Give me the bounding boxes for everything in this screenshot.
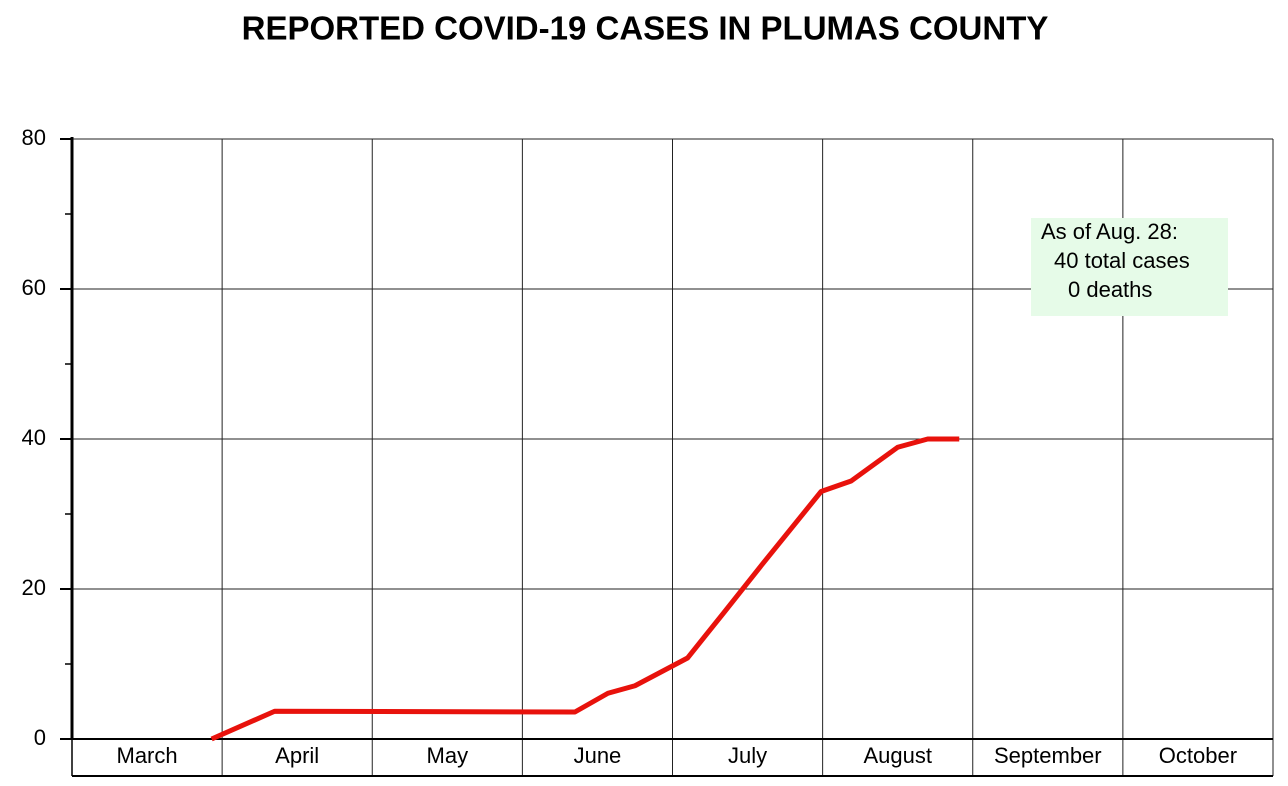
y-tick-label: 40 <box>22 425 46 450</box>
annotation-text: 40 total cases <box>1054 248 1190 273</box>
x-tick-label: March <box>117 743 178 768</box>
y-tick-label: 0 <box>34 725 46 750</box>
annotation-text: As of Aug. 28: <box>1041 219 1178 244</box>
x-tick-label: August <box>863 743 932 768</box>
x-tick-label: September <box>994 743 1102 768</box>
x-tick-label: October <box>1159 743 1237 768</box>
chart-title: REPORTED COVID-19 CASES IN PLUMAS COUNTY <box>242 10 1049 47</box>
y-tick-label: 80 <box>22 125 46 150</box>
y-tick-label: 60 <box>22 275 46 300</box>
x-tick-label: June <box>574 743 622 768</box>
y-tick-label: 20 <box>22 575 46 600</box>
x-tick-label: July <box>728 743 767 768</box>
annotation-box <box>1031 218 1228 316</box>
annotation-text: 0 deaths <box>1068 277 1152 302</box>
x-tick-label: May <box>427 743 469 768</box>
data-line <box>210 436 960 742</box>
x-tick-label: April <box>275 743 319 768</box>
